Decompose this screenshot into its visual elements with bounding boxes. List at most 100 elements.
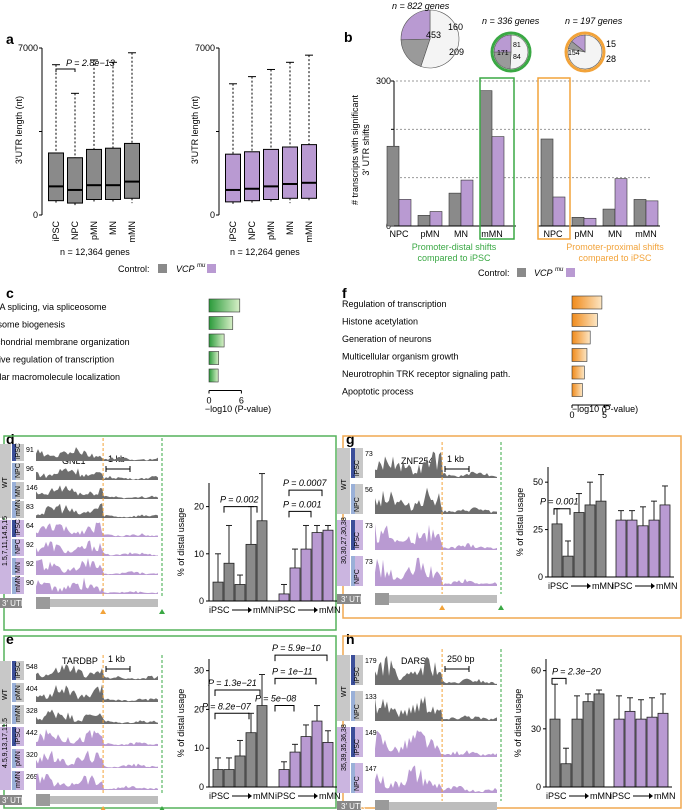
g-bar-control xyxy=(584,504,596,578)
b-left-cat-label: pMN xyxy=(420,229,439,239)
d-wt-label: WT xyxy=(2,476,9,488)
panel-label-c: c xyxy=(6,285,14,301)
e-arrowhead xyxy=(248,793,252,799)
h-track-stage-color xyxy=(351,691,355,721)
h-bar-control xyxy=(582,701,594,788)
b-left-bar-vcp-NPC xyxy=(398,199,412,227)
d-ytick-label: 0 xyxy=(199,596,204,606)
g-ylabel: % of distal usage xyxy=(515,488,525,557)
f-term: Generation of neurons xyxy=(342,334,432,344)
g-proximal-marker xyxy=(439,605,446,610)
a-right-cat-label: iPSC xyxy=(228,221,238,242)
b-pie3-label: 28 xyxy=(606,54,616,64)
a-right-cat-label: mMN xyxy=(304,221,314,243)
b-pie2-ring xyxy=(490,31,532,73)
panel-label-h: h xyxy=(346,631,355,647)
b-right-bar-vcp-mMN xyxy=(645,200,659,227)
b-distal-label-1: Promoter-distal shifts xyxy=(412,242,497,252)
h-track-stage-label: iPSC xyxy=(354,739,361,755)
e-pvalue-1: P = 1.3e−21 xyxy=(208,678,257,688)
coverage-track xyxy=(375,696,497,721)
b-ytick-300: 300 xyxy=(376,76,391,86)
e-arrowhead xyxy=(314,793,318,799)
a-pvalue-bracket xyxy=(55,68,76,72)
b-pie3-label: 154 xyxy=(568,50,580,57)
d-track-stage-color xyxy=(12,463,16,480)
e-bracket-5 xyxy=(274,705,295,712)
b-distal-highlight xyxy=(479,77,515,240)
e-proximal-marker xyxy=(100,806,106,810)
e-track-stage-color xyxy=(12,727,16,746)
coverage-track xyxy=(375,557,497,586)
g-vcp-label: 30,30,27,30,38 xyxy=(341,517,348,564)
b-right-bar-control-NPC xyxy=(540,138,554,227)
c-xtick-label: 0 xyxy=(206,396,211,406)
d-bar-vcp xyxy=(289,567,301,602)
d-track-stage-color xyxy=(12,444,16,461)
panel-label-g: g xyxy=(346,431,355,447)
b-right-cat-label: MN xyxy=(608,229,622,239)
e-bar-control xyxy=(245,732,257,788)
e-ytick-label: 0 xyxy=(199,782,204,792)
e-pvalue-3: P = 5.9e−10 xyxy=(272,643,321,653)
a-left-box-iPSC xyxy=(48,152,64,202)
d-track-stage-color xyxy=(12,520,16,537)
a-left-cat-label: NPC xyxy=(70,221,80,241)
coverage-track xyxy=(36,468,158,480)
h-xlabel-start: iPSC xyxy=(546,791,567,801)
g-track-stage-color xyxy=(351,484,355,514)
a-left-box-pMN xyxy=(86,148,102,200)
d-track-stage-label: NPC xyxy=(15,463,22,478)
b-proximal-highlight xyxy=(537,77,571,240)
d-arrowhead xyxy=(314,607,318,613)
coverage-track xyxy=(375,487,497,514)
e-bar-vcp xyxy=(289,751,301,788)
b-left-bar-vcp-MN xyxy=(460,179,474,227)
b-left-bar-control-pMN xyxy=(417,215,431,227)
coverage-track xyxy=(36,664,158,680)
f-term: Multicellular organism growth xyxy=(342,352,459,362)
d-gene-model xyxy=(36,599,158,607)
h-track-scale: 179 xyxy=(365,658,377,665)
d-xlabel-start: iPSC xyxy=(275,605,296,615)
b-distal-label-2: compared to iPSC xyxy=(417,253,491,263)
e-track-stage-label: pMN xyxy=(15,751,22,766)
b-right-cat-label: NPC xyxy=(543,229,563,239)
e-bar-control xyxy=(212,769,224,788)
b-ylabel-2: 3′ UTR shifts xyxy=(361,124,371,176)
b-pie2-slice xyxy=(509,34,529,70)
b-right-cat-label: pMN xyxy=(574,229,593,239)
d-track-stage-label: mMN xyxy=(15,499,22,516)
d-track-stage-label: iPSC xyxy=(15,443,22,459)
d-track-scale: 91 xyxy=(26,447,34,454)
h-ylabel: % of distal usage xyxy=(513,689,523,758)
e-vcp-band xyxy=(0,727,11,790)
panel-label-a: a xyxy=(6,31,14,47)
h-track-scale: 147 xyxy=(365,766,377,773)
panel-label-f: f xyxy=(342,285,347,301)
b-proximal-label-1: Promoter-proximal shifts xyxy=(566,242,664,252)
e-track-scale: 548 xyxy=(26,664,38,671)
g-bar-control xyxy=(595,500,607,578)
d-pvalue-2: P = 0.0007 xyxy=(283,478,327,488)
h-pvalue-1: P = 2.3e−20 xyxy=(552,666,601,676)
e-gene-model xyxy=(36,796,158,804)
g-bar-control xyxy=(562,555,574,578)
a-right-cat-label: NPC xyxy=(247,221,257,241)
h-bracket-1 xyxy=(551,677,567,685)
d-bracket-3 xyxy=(288,510,312,518)
e-distal-marker xyxy=(159,806,165,810)
h-ytick-label: 0 xyxy=(536,782,541,792)
e-track-scale: 442 xyxy=(26,730,38,737)
c-xlabel: −log10 (P-value) xyxy=(205,404,271,414)
f-bar xyxy=(571,348,588,362)
b-legend-control-swatch xyxy=(517,268,526,277)
d-arrowhead xyxy=(248,607,252,613)
d-bar-vcp xyxy=(300,548,312,602)
e-track-stage-color xyxy=(12,683,16,702)
d-track-stage-label: NPC xyxy=(15,539,22,554)
b-pie1-label: 453 xyxy=(426,30,441,40)
h-utr-box xyxy=(337,801,361,810)
d-bar-control xyxy=(245,543,257,602)
coverage-track xyxy=(36,750,158,768)
